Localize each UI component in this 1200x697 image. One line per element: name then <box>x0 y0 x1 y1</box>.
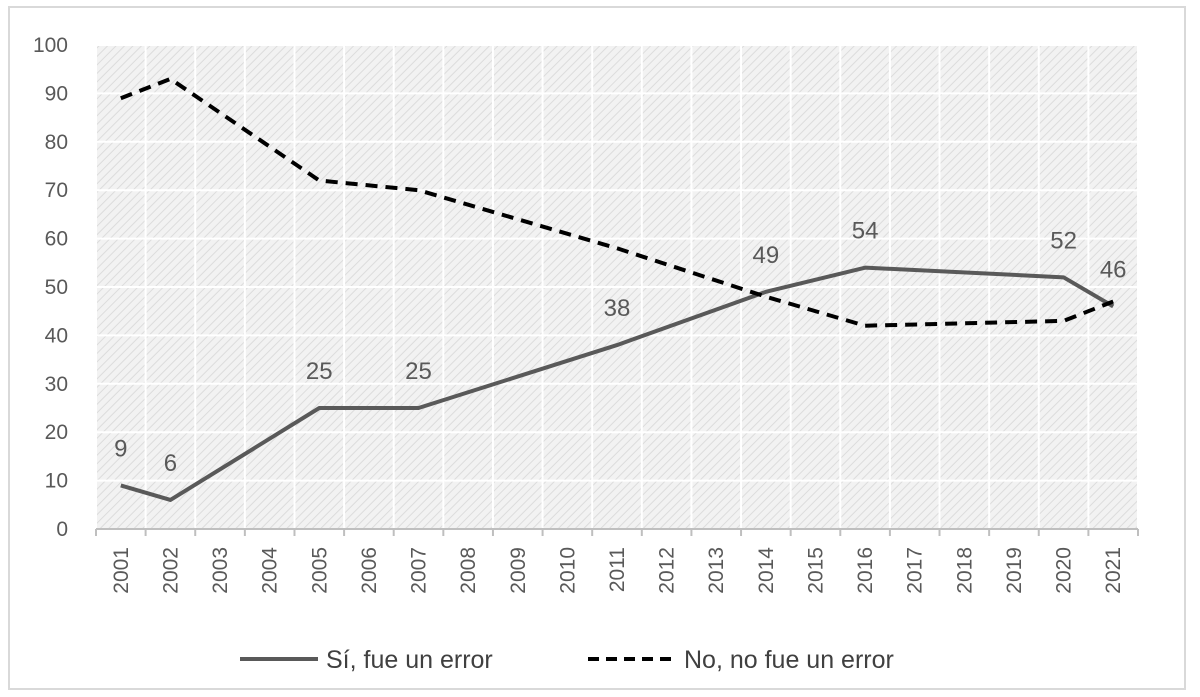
legend-label-no: No, no fue un error <box>684 646 894 674</box>
x-tick-label: 2019 <box>1003 547 1026 594</box>
x-tick-label: 2006 <box>358 547 381 594</box>
x-tick-label: 2018 <box>953 547 976 594</box>
data-label: 6 <box>164 450 177 477</box>
data-label: 46 <box>1100 256 1127 283</box>
data-label: 54 <box>852 218 879 245</box>
y-tick-label: 60 <box>45 228 68 251</box>
x-tick-label: 2001 <box>110 547 133 594</box>
x-tick-label: 2004 <box>259 547 282 594</box>
y-tick-label: 70 <box>45 179 68 202</box>
x-tick-label: 2007 <box>408 547 431 594</box>
x-tick-label: 2002 <box>159 547 182 594</box>
x-tick-label: 2015 <box>804 547 827 594</box>
y-tick-label: 20 <box>45 421 68 444</box>
x-tick-label: 2021 <box>1102 547 1125 594</box>
y-tick-label: 40 <box>45 324 68 347</box>
y-tick-label: 30 <box>45 373 68 396</box>
data-label: 25 <box>405 358 432 385</box>
x-tick-label: 2012 <box>656 547 679 594</box>
data-label: 9 <box>114 435 127 462</box>
x-tick-label: 2008 <box>457 547 480 594</box>
x-tick-label: 2020 <box>1053 547 1076 594</box>
y-tick-label: 0 <box>56 518 68 541</box>
data-label: 25 <box>306 358 333 385</box>
x-tick-label: 2017 <box>904 547 927 594</box>
y-tick-label: 90 <box>45 82 68 105</box>
y-tick-label: 50 <box>45 276 68 299</box>
legend-label-si: Sí, fue un error <box>326 646 493 674</box>
x-tick-label: 2011 <box>606 547 629 592</box>
x-tick-label: 2003 <box>209 547 232 594</box>
data-label: 52 <box>1050 227 1077 254</box>
data-label: 49 <box>753 242 780 269</box>
x-tick-label: 2014 <box>755 547 778 594</box>
x-tick-label: 2010 <box>556 547 579 594</box>
x-tick-label: 2016 <box>854 547 877 594</box>
x-tick-label: 2013 <box>705 547 728 594</box>
x-tick-label: 2009 <box>507 547 530 594</box>
y-tick-label: 10 <box>45 470 68 493</box>
y-tick-label: 100 <box>33 34 68 57</box>
data-label: 38 <box>604 295 631 322</box>
y-tick-label: 80 <box>45 131 68 154</box>
legend: Sí, fue un error No, no fue un error <box>240 646 894 674</box>
x-tick-label: 2005 <box>308 547 331 594</box>
